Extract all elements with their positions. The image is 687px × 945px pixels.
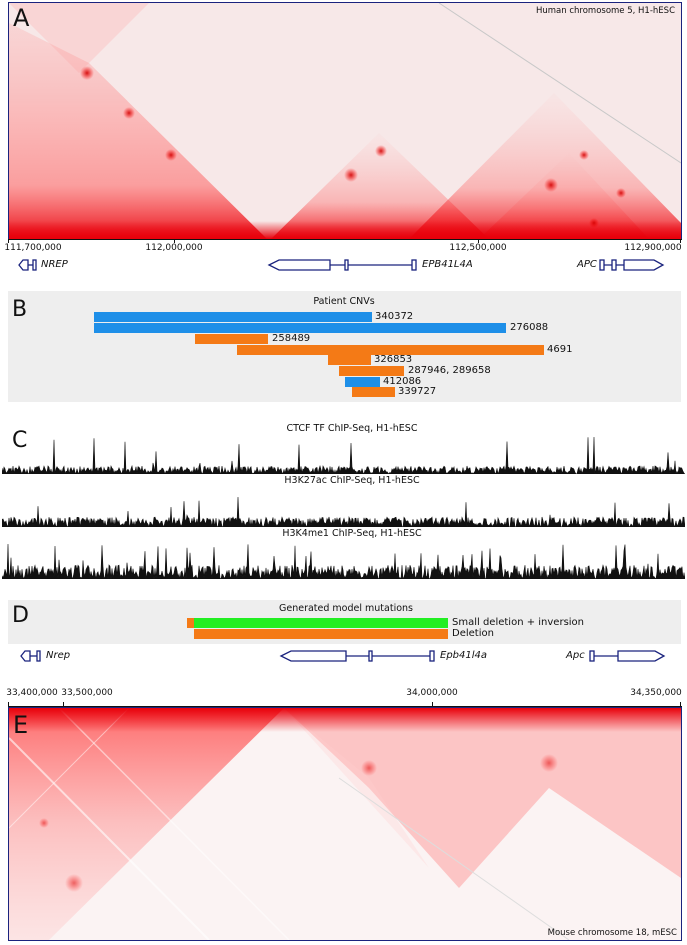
mutation-bar-orange-tip — [187, 618, 194, 628]
panel-letter-c: C — [12, 428, 28, 453]
axis-tick — [174, 239, 175, 243]
mutation-bar-deletion — [194, 629, 448, 639]
apc-gene-glyph — [589, 650, 666, 662]
axis-tick — [680, 702, 681, 707]
ctcf-track-title: CTCF TF ChIP-Seq, H1-hESC — [286, 423, 418, 434]
cnv-label: 258489 — [272, 333, 311, 344]
cnv-label: 339727 — [398, 386, 437, 397]
cnv-bar-340372 — [94, 312, 372, 322]
mouse-axis — [8, 701, 682, 707]
ctcf-chipseq-track — [2, 436, 685, 474]
panel-letter-e: E — [13, 711, 29, 739]
cnv-label: 412086 — [383, 376, 422, 387]
cnv-bar-326853 — [328, 355, 371, 365]
human-gene-epb41l4a-label: EPB41L4A — [422, 259, 473, 270]
mouse-map-caption: Mouse chromosome 18, mESC — [547, 928, 677, 938]
cnv-bar-4691 — [237, 345, 544, 355]
human-gene-track — [18, 259, 665, 271]
mutation-label: Deletion — [452, 628, 494, 639]
panel-letter-b: B — [12, 297, 28, 322]
mouse-gene-epb41l4a-label: Epb41l4a — [440, 650, 488, 661]
axis-line — [8, 706, 682, 707]
human-axis — [8, 239, 682, 251]
apc-gene-glyph — [599, 259, 665, 271]
cnv-label: 287946, 289658 — [408, 365, 491, 376]
nrep-gene-glyph — [18, 259, 37, 271]
nrep-gene-glyph — [20, 650, 41, 662]
human-gene-nrep-label: NREP — [41, 259, 68, 270]
cnv-label: 276088 — [510, 322, 549, 333]
h3k4me1-track-title: H3K4me1 ChIP-Seq, H1-hESC — [282, 528, 422, 539]
mouse-tick-label: 34,000,000 — [406, 688, 458, 698]
cnv-label: 340372 — [375, 311, 414, 322]
human-map-caption: Human chromosome 5, H1-hESC — [535, 6, 675, 16]
mutation-bar-small-deletion-inversion — [194, 618, 448, 628]
cnv-label: 4691 — [547, 344, 573, 355]
mouse-hic-map — [9, 708, 681, 940]
panel-e: E Mouse chromosome 18, mESC — [8, 707, 682, 941]
mouse-gene-track — [20, 650, 666, 662]
human-tick-label: 112,500,000 — [449, 243, 507, 253]
mouse-tick-label: 33,500,000 — [61, 688, 113, 698]
cnv-label: 326853 — [374, 354, 413, 365]
mouse-tick-label: 34,350,000 — [630, 688, 682, 698]
mouse-gene-nrep-label: Nrep — [46, 650, 71, 661]
h3k27ac-track-title: H3K27ac ChIP-Seq, H1-hESC — [284, 475, 420, 486]
cnv-bar-339727 — [352, 387, 395, 397]
panel-a: A Human chromosome 5, H1-hESC — [8, 2, 682, 240]
h3k27ac-chipseq-track — [2, 496, 685, 527]
human-tick-label: 112,900,000 — [624, 243, 682, 253]
mutation-panel-title: Generated model mutations — [279, 603, 413, 614]
cnv-panel-title: Patient CNVs — [313, 296, 375, 307]
axis-line — [8, 239, 682, 240]
epb41l4a-gene-glyph — [279, 650, 435, 662]
mutation-label: Small deletion + inversion — [452, 617, 585, 628]
axis-tick — [478, 239, 479, 243]
cnv-bar-412086 — [345, 377, 380, 387]
cnv-bar-287946-289658 — [339, 366, 404, 376]
panel-letter-d: D — [12, 603, 29, 628]
axis-tick — [8, 239, 9, 243]
human-tick-label: 111,700,000 — [4, 243, 62, 253]
human-tick-label: 112,000,000 — [145, 243, 203, 253]
axis-tick — [63, 702, 64, 707]
axis-tick — [680, 239, 681, 243]
h3k4me1-chipseq-track — [2, 543, 685, 579]
mouse-gene-apc-label: Apc — [566, 650, 585, 661]
axis-tick — [432, 702, 433, 707]
cnv-bar-258489 — [195, 334, 268, 344]
cnv-bar-276088 — [94, 323, 506, 333]
axis-tick — [8, 702, 9, 707]
epb41l4a-gene-glyph — [267, 259, 417, 271]
human-hic-map — [9, 3, 681, 239]
mouse-tick-label: 33,400,000 — [6, 688, 58, 698]
human-gene-apc-label: APC — [577, 259, 597, 270]
panel-letter-a: A — [13, 4, 30, 32]
